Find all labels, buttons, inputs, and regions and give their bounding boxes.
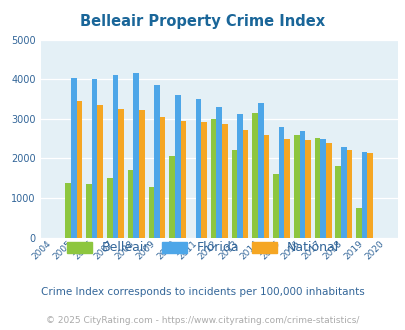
Bar	[222, 123, 227, 238]
Bar	[361, 152, 367, 238]
Bar	[305, 140, 310, 238]
Bar	[252, 113, 257, 238]
Text: © 2025 CityRating.com - https://www.cityrating.com/crime-statistics/: © 2025 CityRating.com - https://www.city…	[46, 315, 359, 325]
Bar	[169, 156, 175, 238]
Bar	[118, 109, 124, 238]
Bar	[210, 119, 216, 238]
Bar	[293, 135, 299, 238]
Bar	[175, 95, 180, 238]
Bar	[278, 127, 284, 238]
Bar	[107, 178, 112, 238]
Bar	[154, 85, 159, 238]
Bar	[346, 150, 352, 238]
Bar	[237, 114, 242, 238]
Bar	[77, 101, 82, 238]
Bar	[86, 184, 92, 238]
Bar	[71, 79, 77, 238]
Bar	[284, 139, 289, 238]
Text: Crime Index corresponds to incidents per 100,000 inhabitants: Crime Index corresponds to incidents per…	[41, 287, 364, 297]
Bar	[367, 153, 372, 238]
Bar	[299, 131, 305, 238]
Bar	[65, 183, 71, 238]
Bar	[139, 110, 144, 238]
Bar	[216, 107, 222, 238]
Text: Belleair Property Crime Index: Belleair Property Crime Index	[80, 14, 325, 29]
Bar	[201, 122, 207, 238]
Bar	[340, 147, 346, 238]
Bar	[273, 174, 278, 238]
Bar	[97, 105, 103, 238]
Bar	[180, 121, 185, 238]
Bar	[263, 135, 269, 238]
Bar	[355, 208, 361, 238]
Bar	[159, 117, 165, 238]
Bar	[112, 75, 118, 238]
Bar	[133, 73, 139, 238]
Bar	[231, 150, 237, 238]
Bar	[92, 79, 97, 238]
Legend: Belleair, Florida, National: Belleair, Florida, National	[62, 236, 343, 259]
Bar	[128, 170, 133, 238]
Bar	[257, 103, 263, 238]
Bar	[242, 130, 248, 238]
Bar	[314, 138, 320, 238]
Bar	[195, 99, 201, 238]
Bar	[320, 139, 325, 238]
Bar	[335, 166, 340, 238]
Bar	[325, 143, 331, 238]
Bar	[148, 187, 154, 238]
